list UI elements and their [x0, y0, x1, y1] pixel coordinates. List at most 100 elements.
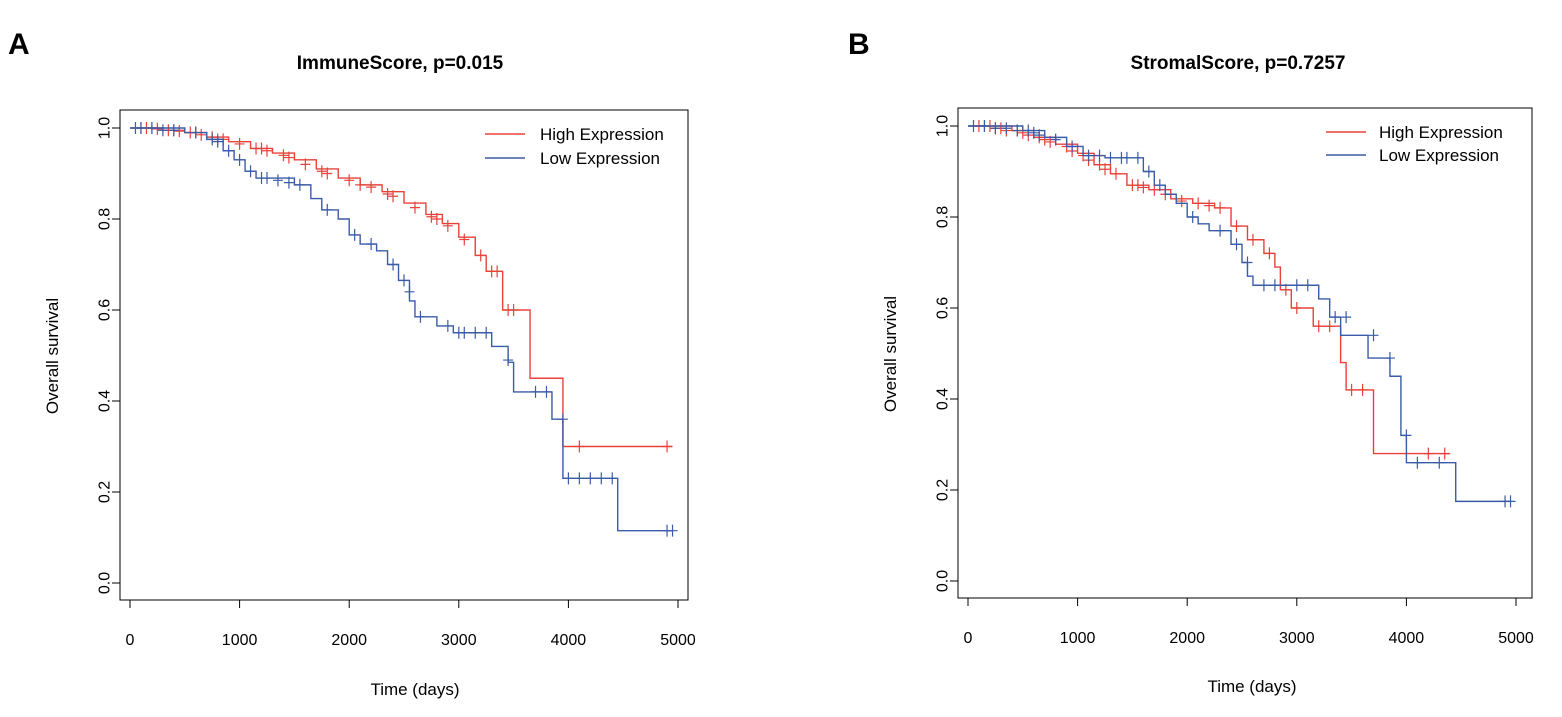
censor-mark	[442, 219, 453, 232]
censor-mark	[442, 319, 453, 332]
x-tick-label: 1000	[222, 632, 258, 649]
panel-b-title: StromalScore, p=0.7257	[1131, 53, 1346, 74]
panel-a-x-ticks: 0 1000 2000 3000 4000 5000	[126, 600, 696, 649]
x-tick-label: 4000	[1389, 630, 1425, 647]
censor-mark	[1121, 151, 1132, 164]
censor-mark	[1110, 167, 1121, 180]
censor-mark	[1154, 179, 1165, 192]
censor-mark	[431, 213, 442, 225]
censor-mark	[207, 133, 218, 146]
panel-a-legend: High Expression Low Expression	[485, 125, 664, 168]
censor-mark	[968, 120, 979, 132]
km-curve-low	[130, 127, 673, 532]
x-tick-label: 4000	[551, 632, 587, 649]
panel-b-y-ticks: 0.0 0.2 0.4 0.6 0.8 1.0	[935, 115, 958, 592]
censor-mark	[1258, 279, 1269, 292]
censor-mark	[1034, 129, 1045, 142]
censor-mark	[212, 135, 223, 148]
censor-mark	[146, 122, 157, 134]
panel-b-curves	[968, 120, 1516, 508]
censor-mark	[1434, 456, 1445, 469]
panel-a-y-axis-label: Overall survival	[43, 298, 62, 414]
panel-a-x-axis-label: Time (days)	[370, 680, 459, 699]
censor-mark	[223, 144, 234, 157]
censor-mark	[1176, 195, 1187, 208]
x-tick-label: 2000	[331, 632, 367, 649]
x-tick-label: 0	[964, 630, 973, 647]
censor-mark	[272, 174, 283, 187]
legend-label-low: Low Expression	[540, 149, 660, 168]
x-tick-label: 3000	[1279, 630, 1315, 647]
censor-mark	[1384, 352, 1395, 365]
censor-mark	[1324, 320, 1335, 333]
censor-mark	[1505, 495, 1516, 508]
censor-mark	[508, 304, 519, 316]
censor-mark	[1067, 140, 1078, 153]
censor-mark	[234, 153, 245, 166]
panel-b: B StromalScore, p=0.7257 Time (days) Ove…	[848, 28, 1534, 696]
panel-a-plot-frame	[119, 109, 689, 601]
censor-mark	[530, 385, 541, 398]
panel-b-legend: High Expression Low Expression	[1326, 123, 1503, 165]
censor-mark	[1143, 165, 1154, 178]
censor-mark	[300, 158, 311, 171]
censor-mark	[1105, 151, 1116, 164]
censor-mark	[1341, 311, 1352, 324]
censor-mark	[1346, 383, 1357, 396]
censor-mark	[557, 413, 568, 426]
censor-mark	[1083, 149, 1094, 162]
censor-mark	[409, 201, 420, 214]
panel-a-y-ticks: 0.0 0.2 0.4 0.6 0.8 1.0	[97, 117, 120, 594]
censor-mark	[382, 187, 393, 200]
censor-mark	[1368, 329, 1379, 342]
y-tick-label: 0.8	[97, 208, 114, 230]
censor-mark	[245, 165, 256, 178]
censor-mark	[1412, 456, 1423, 469]
y-tick-label: 0.2	[935, 479, 952, 501]
censor-mark	[574, 472, 585, 485]
censor-mark	[1204, 199, 1215, 212]
x-tick-label: 1000	[1060, 630, 1096, 647]
censor-mark	[1050, 133, 1061, 146]
censor-mark	[196, 128, 207, 141]
censor-mark	[1193, 197, 1204, 210]
censor-mark	[278, 149, 289, 162]
censor-mark	[541, 385, 552, 398]
censor-mark	[322, 167, 333, 180]
censor-mark	[388, 258, 399, 271]
censor-mark	[1132, 151, 1143, 164]
censor-mark	[234, 137, 245, 150]
censor-mark	[481, 326, 492, 339]
censor-mark	[1028, 126, 1039, 139]
y-tick-label: 0.4	[935, 388, 952, 410]
censor-mark	[168, 124, 179, 137]
x-tick-label: 0	[126, 632, 135, 649]
censor-mark	[503, 354, 514, 367]
x-tick-label: 5000	[660, 632, 696, 649]
km-curve-low	[968, 125, 1511, 503]
censor-mark	[388, 190, 399, 203]
censor-mark	[283, 176, 294, 189]
censor-mark	[1187, 211, 1198, 223]
censor-mark	[366, 181, 377, 194]
x-tick-label: 3000	[441, 632, 477, 649]
y-tick-label: 0.0	[97, 572, 114, 594]
censor-mark	[607, 472, 618, 485]
panel-b-letter: B	[848, 28, 870, 61]
censor-mark	[574, 440, 585, 453]
censor-mark	[344, 174, 355, 187]
censor-mark	[662, 440, 673, 453]
panel-b-x-ticks: 0 1000 2000 3000 4000 5000	[964, 598, 1534, 647]
panel-a-title: ImmuneScore, p=0.015	[297, 53, 504, 74]
censor-mark	[366, 238, 377, 251]
censor-mark	[979, 120, 990, 132]
legend-label-high: High Expression	[540, 125, 664, 144]
censor-mark	[667, 524, 678, 537]
legend-label-high: High Expression	[1379, 123, 1503, 142]
y-tick-label: 0.0	[935, 570, 952, 592]
censor-mark	[1231, 220, 1242, 233]
y-tick-label: 0.6	[97, 299, 114, 321]
censor-mark	[1231, 238, 1242, 251]
censor-mark	[355, 178, 366, 191]
